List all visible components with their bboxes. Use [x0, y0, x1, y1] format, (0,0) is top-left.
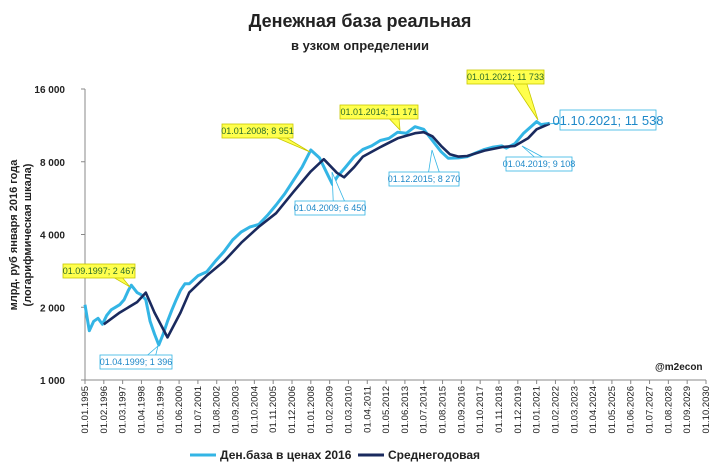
x-tick-label: 01.04.1998 — [136, 386, 147, 434]
x-tick-label: 01.12.2006 — [287, 386, 298, 434]
x-tick-label: 01.01.2021 — [532, 386, 543, 434]
x-tick-label: 01.02.1996 — [99, 386, 110, 434]
callout-box — [466, 69, 545, 85]
x-tick-label: 01.11.2018 — [494, 386, 505, 433]
x-tick-label: 01.12.2019 — [513, 386, 524, 434]
x-tick-label: 01.07.2027 — [645, 386, 656, 434]
x-tick-label: 01.04.2011 — [362, 386, 373, 433]
y-axis-label: (логарифмическая шкала) — [22, 163, 34, 306]
watermark: @m2econ — [655, 362, 703, 373]
x-tick-label: 01.10.2004 — [249, 386, 260, 434]
callout-box — [62, 263, 136, 279]
x-tick-label: 01.09.2016 — [456, 386, 467, 434]
x-tick-label: 01.05.2025 — [607, 386, 618, 434]
x-tick-label: 01.02.2009 — [325, 386, 336, 434]
y-tick-label: 16 000 — [34, 85, 65, 96]
x-tick-label: 01.08.2015 — [438, 386, 449, 434]
x-tick-label: 01.08.2002 — [212, 386, 223, 434]
legend-label: Ден.база в ценах 2016 — [220, 448, 352, 462]
callout-label: 01.09.1997; 2 467 — [63, 266, 136, 276]
callout-box — [99, 354, 173, 370]
callout-box — [339, 104, 419, 120]
x-tick-label: 01.08.2028 — [663, 386, 674, 434]
legend-label: Среднегодовая — [388, 448, 480, 462]
x-tick-label: 01.06.2000 — [174, 386, 185, 434]
y-tick-label: 4 000 — [40, 231, 65, 242]
x-tick-label: 01.03.2010 — [343, 386, 354, 434]
x-tick-label: 01.01.2008 — [306, 386, 317, 434]
x-tick-label: 01.07.2001 — [193, 386, 204, 434]
x-tick-label: 01.01.1995 — [80, 386, 91, 434]
x-tick-label: 01.09.2003 — [231, 386, 242, 434]
callout-box — [294, 200, 366, 216]
x-tick-label: 01.10.2017 — [475, 386, 486, 434]
y-tick-label: 1 000 — [40, 376, 65, 387]
callout-label: 01.01.2014; 11 171 — [341, 107, 418, 117]
callout-label: 01.04.2009; 6 450 — [294, 203, 367, 213]
x-tick-label: 01.09.2029 — [682, 386, 693, 434]
x-tick-label: 01.02.2022 — [550, 386, 561, 434]
callout-label: 01.01.2021; 11 733 — [467, 72, 544, 82]
x-tick-label: 01.07.2014 — [419, 386, 430, 434]
callout-box — [388, 171, 460, 187]
x-tick-label: 01.06.2026 — [626, 386, 637, 434]
y-axis-label: млрд. руб января 2016 года — [8, 159, 20, 311]
callout-box — [221, 123, 294, 139]
x-tick-label: 01.06.2013 — [400, 386, 411, 434]
chart-title: Денежная база реальная — [249, 11, 472, 31]
callout-label: 01.04.1999; 1 396 — [100, 357, 173, 367]
y-tick-label: 2 000 — [40, 303, 65, 314]
series-line — [103, 122, 551, 339]
x-tick-label: 01.03.2023 — [569, 386, 580, 434]
callout-label: 01.10.2021; 11 538 — [552, 113, 663, 128]
x-tick-label: 01.03.1997 — [118, 386, 129, 434]
callout-box — [505, 156, 573, 172]
y-tick-label: 8 000 — [40, 158, 65, 169]
callout-box — [559, 109, 657, 131]
callout-label: 01.01.2008; 8 951 — [221, 126, 294, 136]
x-tick-label: 01.05.1999 — [155, 386, 166, 434]
x-tick-label: 01.11.2005 — [268, 386, 279, 433]
callout-label: 01.12.2015; 8 270 — [388, 174, 461, 184]
x-tick-label: 01.10.2030 — [701, 386, 712, 434]
chart-subtitle: в узком определении — [291, 38, 429, 53]
x-tick-label: 01.04.2024 — [588, 386, 599, 434]
callout-label: 01.04.2019; 9 108 — [503, 159, 576, 169]
x-tick-label: 01.05.2012 — [381, 386, 392, 434]
